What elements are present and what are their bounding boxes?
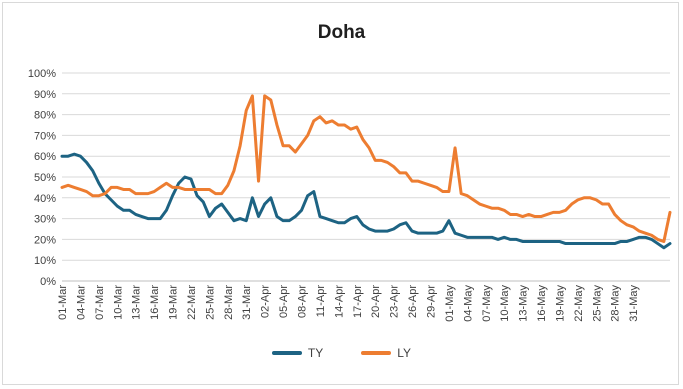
x-tick-label: 16-May [536, 285, 548, 322]
x-tick-label: 07-Mar [94, 285, 106, 320]
y-tick-label: 0% [40, 276, 56, 288]
x-tick-label: 23-Apr [389, 285, 401, 318]
legend-label-ty: TY [307, 346, 324, 360]
x-axis-tick-labels: 01-Mar 04-Mar 07-Mar 10-Mar 13-Mar 16-Mar 19-M… [57, 285, 640, 322]
legend-item-ly: LY [361, 346, 411, 360]
legend-swatch-ty [271, 351, 302, 355]
x-tick-label: 19-May [554, 285, 566, 322]
y-tick-label: 70% [34, 130, 56, 142]
y-tick-label: 40% [34, 193, 56, 205]
x-tick-label: 05-Apr [278, 285, 290, 318]
y-tick-label: 50% [34, 172, 56, 184]
x-tick-label: 13-Mar [131, 285, 143, 320]
gridlines [62, 72, 670, 282]
legend-label-ly: LY [397, 346, 412, 360]
x-tick-label: 20-Apr [370, 285, 382, 318]
y-tick-label: 60% [34, 151, 56, 163]
x-tick-label: 10-Mar [112, 285, 124, 320]
chart-frame [2, 2, 679, 385]
x-tick-label: 17-Apr [352, 285, 364, 318]
series-line-ly [60, 94, 672, 243]
x-tick-label: 28-Mar [223, 285, 235, 320]
x-tick-label: 29-Apr [425, 285, 437, 318]
x-tick-label: 19-Mar [168, 285, 180, 320]
x-tick-label: 25-Mar [204, 285, 216, 320]
x-tick-label: 26-Apr [407, 285, 419, 318]
x-tick-label: 04-May [462, 285, 474, 322]
x-tick-label: 11-Apr [315, 285, 327, 318]
x-tick-label: 31-Mar [241, 285, 253, 320]
x-tick-label: 10-May [499, 285, 511, 322]
x-tick-label: 08-Apr [297, 285, 309, 318]
x-tick-label: 01-May [444, 285, 456, 322]
x-tick-label: 22-Mar [186, 285, 198, 320]
x-tick-label: 04-Mar [75, 285, 87, 320]
x-tick-label: 13-May [518, 285, 530, 322]
y-tick-label: 30% [34, 214, 56, 226]
chart-title: Doha [317, 22, 366, 43]
x-tick-label: 22-May [573, 285, 585, 322]
y-tick-label: 90% [34, 89, 56, 101]
series-lines [60, 94, 672, 250]
x-tick-label: 31-May [628, 285, 640, 322]
x-tick-label: 28-May [610, 285, 622, 322]
x-tick-label: 02-Apr [260, 285, 272, 318]
y-tick-label: 80% [34, 110, 56, 122]
legend: TY LY [0, 346, 683, 360]
y-axis-tick-labels: 0% 10% 20% 30% 40% 50% 60% 70% 80% 90% 100% [28, 68, 56, 288]
y-tick-label: 10% [34, 255, 56, 267]
legend-swatch-ly [361, 351, 392, 355]
y-tick-label: 20% [34, 234, 56, 246]
series-line-ty [60, 152, 672, 250]
x-tick-label: 01-Mar [57, 285, 69, 320]
x-tick-label: 16-Mar [149, 285, 161, 320]
x-tick-label: 14-Apr [333, 285, 345, 318]
y-tick-label: 100% [28, 68, 56, 80]
x-tick-label: 25-May [591, 285, 603, 322]
legend-item-ty: TY [271, 346, 324, 360]
x-tick-label: 07-May [481, 285, 493, 322]
